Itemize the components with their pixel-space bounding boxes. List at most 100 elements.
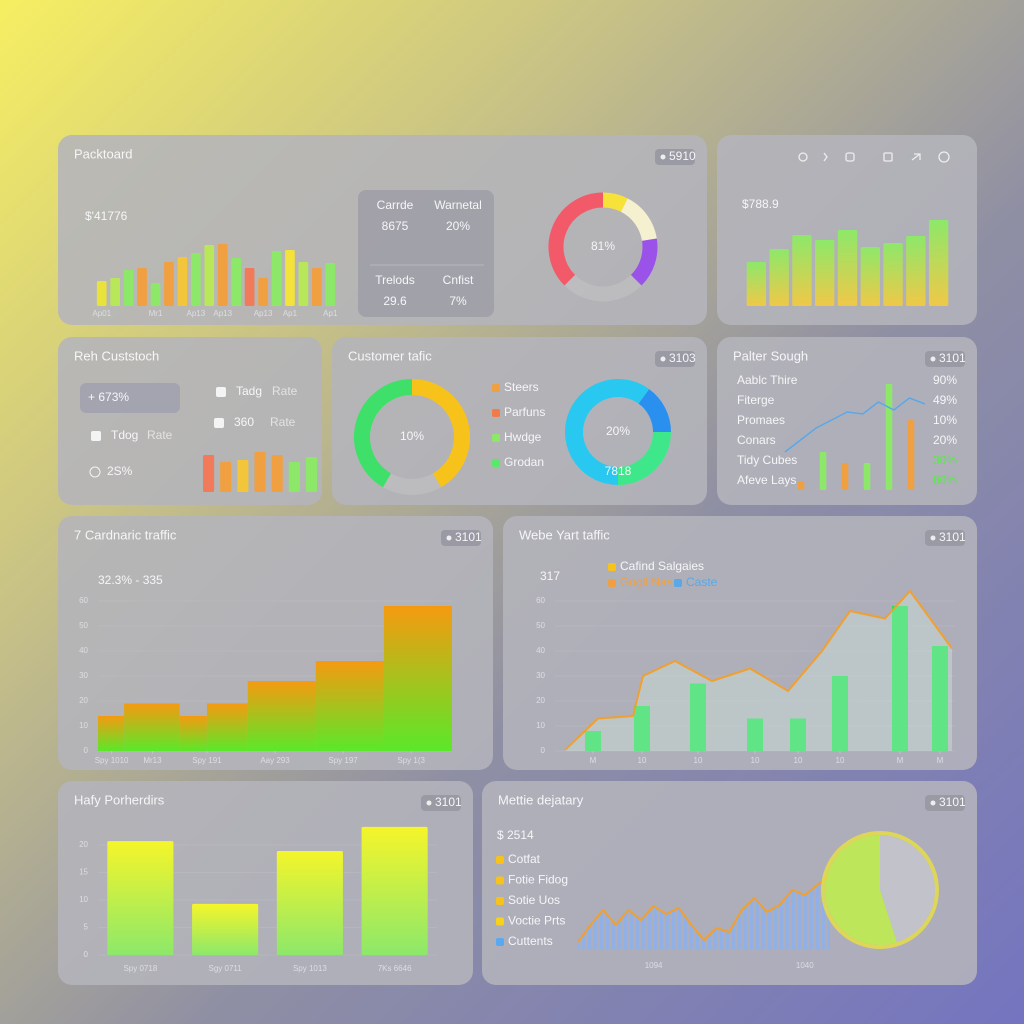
kpi-value: 32.3% - 335	[98, 573, 163, 587]
legend-swatch	[608, 563, 616, 571]
histogram-bar	[383, 606, 452, 751]
panel-title: Mettie dejatary	[498, 792, 584, 807]
pie-slice	[880, 835, 935, 943]
x-tick-label: M	[937, 756, 944, 765]
x-tick-label: 10	[836, 756, 845, 765]
kpi-value: $ 2514	[497, 828, 534, 842]
ring-label: 10%	[400, 429, 424, 443]
x-tick-label: Ap13	[186, 309, 205, 318]
bar	[107, 841, 174, 955]
badge-label: 3101	[435, 795, 462, 809]
x-tick-label: 1040	[796, 961, 814, 970]
bar	[747, 718, 763, 751]
x-tick-label: 7Ks 6646	[378, 964, 412, 973]
bar	[258, 278, 268, 306]
toolbar-icons	[798, 151, 950, 163]
histogram-bar	[98, 716, 125, 751]
panel-title: Hafy Porherdirs	[74, 792, 165, 807]
area	[578, 875, 830, 950]
bar	[190, 253, 201, 306]
badge-label: 3101	[939, 795, 966, 809]
panel-title: Palter Sough	[733, 348, 808, 363]
line	[577, 874, 831, 943]
panel-title: Reh Custstoch	[74, 348, 159, 363]
bar	[298, 262, 309, 306]
histogram-bar	[315, 661, 384, 751]
pie-slice	[824, 834, 897, 945]
bar	[907, 420, 915, 490]
bar	[150, 283, 161, 306]
y-tick-label: 0	[541, 746, 546, 755]
x-tick-label: Spy 191	[192, 756, 222, 765]
bar	[837, 230, 858, 306]
item-value: Tdog	[111, 428, 138, 442]
y-tick-label: 10	[536, 721, 545, 730]
x-tick-label: M	[590, 756, 597, 765]
x-tick-label: Aay 293	[260, 756, 290, 765]
badge	[925, 795, 965, 811]
x-tick-label: Ap13	[213, 309, 232, 318]
item-note: Rate	[272, 384, 298, 398]
x-tick-label: Spy 1013	[293, 964, 327, 973]
legend-swatch	[496, 876, 504, 885]
stat-value: 8675	[382, 219, 409, 233]
badge	[441, 530, 481, 546]
badge	[655, 351, 695, 367]
y-tick-label: 15	[79, 868, 88, 877]
icon[interactable]	[798, 152, 808, 162]
arc-segment	[411, 379, 470, 488]
item-note: Rate	[270, 415, 296, 429]
row-value: 49%	[933, 393, 957, 407]
y-tick-label: 5	[84, 923, 89, 932]
bar	[164, 262, 174, 306]
legend-swatch	[674, 579, 682, 587]
panel-title: 7 Cardnaric traffic	[74, 527, 177, 542]
y-tick-label: 10	[79, 721, 88, 730]
x-tick-label: 10	[794, 756, 803, 765]
bar	[815, 240, 835, 306]
stat-label: Warnetal	[434, 198, 482, 212]
x-tick-label: Ap01	[92, 309, 111, 318]
pie-rim	[821, 831, 939, 949]
icon[interactable]	[845, 152, 855, 162]
x-tick-label: Ap13	[254, 309, 273, 318]
panel	[332, 337, 707, 505]
badge-icon	[930, 800, 936, 806]
bar	[276, 851, 343, 955]
legend-label: Fotie Fidog	[508, 873, 568, 887]
badge-icon	[446, 535, 452, 541]
bar	[928, 220, 949, 306]
y-tick-label: 60	[536, 596, 545, 605]
row-value: 80%	[933, 473, 957, 487]
x-tick-label: Mr1	[149, 309, 163, 318]
bar	[906, 236, 926, 306]
legend-label: Caste	[686, 575, 718, 589]
bar	[123, 270, 134, 306]
icon[interactable]	[938, 151, 950, 163]
ring-label: 20%	[606, 424, 630, 438]
badge	[655, 149, 695, 165]
x-tick-label: Ap1	[283, 309, 298, 318]
icon[interactable]	[823, 152, 828, 162]
badge-icon	[930, 356, 936, 362]
badge	[421, 795, 461, 811]
legend-label: Voctie Prts	[508, 914, 565, 928]
bar	[634, 706, 650, 751]
badge	[925, 351, 965, 367]
bar	[746, 262, 767, 306]
line	[564, 589, 953, 751]
bar	[271, 455, 283, 492]
panel-title: Webe Yart taffic	[519, 527, 610, 542]
kpi-value: $'41776	[85, 209, 128, 223]
item-value: 2S%	[107, 464, 133, 478]
icon[interactable]	[883, 152, 893, 162]
row-value: 20%	[933, 433, 957, 447]
bar	[177, 257, 188, 306]
bar	[325, 263, 336, 306]
icon[interactable]	[911, 153, 921, 161]
y-tick-label: 0	[84, 746, 89, 755]
y-tick-label: 40	[536, 646, 545, 655]
bar	[204, 245, 215, 306]
badge-icon	[660, 356, 666, 362]
